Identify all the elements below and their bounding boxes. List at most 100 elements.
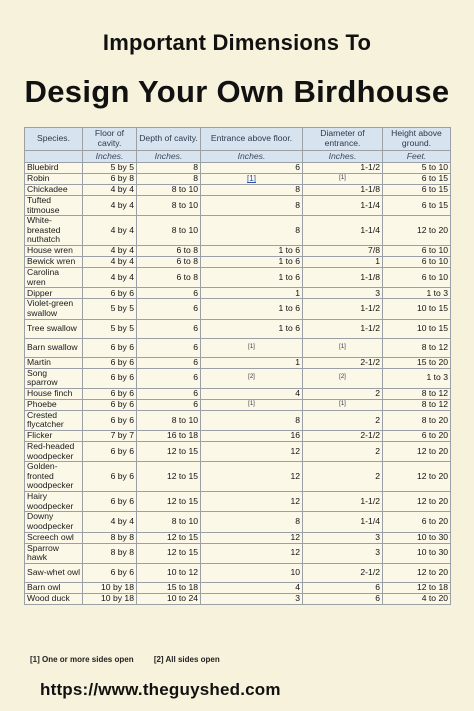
cell-depth: 8 to 10: [136, 184, 201, 196]
cell-height: 8 to 12: [382, 337, 451, 358]
cell-depth: 8 to 10: [136, 409, 201, 431]
cell-entrance: 4: [200, 387, 303, 400]
cell-entrance: [1]: [200, 173, 303, 185]
cell-floor: 10 by 18: [82, 581, 137, 594]
cell-species: Flicker: [24, 429, 83, 442]
cell-floor: 4 by 4: [82, 194, 137, 217]
cell-height: 8 to 12: [382, 387, 451, 400]
cell-floor: 8 by 8: [82, 542, 137, 564]
cell-depth: 12 to 15: [136, 461, 201, 493]
cell-depth: 6: [136, 318, 201, 339]
cell-species: Martin: [24, 356, 83, 369]
cell-diameter: 1-1/2: [302, 318, 383, 339]
cell-height: 1 to 3: [382, 367, 451, 389]
units-row: Inches. Inches. Inches. Inches. Feet.: [24, 150, 451, 163]
table-row: Barn swallow 6 by 6 6 [1] [1] 8 to 12: [24, 337, 451, 358]
cell-height: 1 to 3: [382, 287, 451, 300]
cell-entrance: 8: [200, 215, 303, 247]
cell-diameter: 1-1/2: [302, 298, 383, 320]
table-row: Robin 6 by 8 8 [1] [1] 6 to 15: [24, 173, 451, 185]
cell-height: 5 to 10: [382, 162, 451, 174]
table-row: Barn owl 10 by 18 15 to 18 4 6 12 to 18: [24, 581, 451, 594]
cell-entrance: 12: [200, 461, 303, 493]
cell-entrance: 10: [200, 562, 303, 583]
cell-diameter: 6: [302, 592, 383, 605]
table-row: Phoebe 6 by 6 6 [1] [1] 8 to 12: [24, 398, 451, 411]
cell-depth: 8 to 10: [136, 511, 201, 533]
cell-floor: 4 by 4: [82, 256, 137, 269]
cell-entrance: 1 to 6: [200, 256, 303, 269]
cell-diameter: 1-1/2: [302, 491, 383, 513]
cell-height: 12 to 18: [382, 581, 451, 594]
cell-floor: 6 by 6: [82, 562, 137, 583]
cell-species: Screech owl: [24, 531, 83, 544]
cell-entrance: 1 to 6: [200, 318, 303, 339]
cell-species: Bewick wren: [24, 256, 83, 269]
cell-floor: 4 by 4: [82, 184, 137, 196]
cell-species: Red-headed woodpecker: [24, 440, 83, 463]
cell-floor: 8 by 8: [82, 531, 137, 544]
cell-depth: 6: [136, 287, 201, 300]
cell-species: Tufted titmouse: [24, 194, 83, 217]
cell-entrance: 1: [200, 356, 303, 369]
cell-floor: 6 by 6: [82, 387, 137, 400]
unit-height: Feet.: [382, 150, 451, 163]
cell-height: 6 to 15: [382, 184, 451, 196]
cell-depth: 6 to 8: [136, 267, 201, 289]
cell-depth: 6: [136, 337, 201, 358]
header-height: Height above ground.: [382, 127, 451, 151]
cell-entrance: [2]: [200, 367, 303, 389]
cell-diameter: 3: [302, 531, 383, 544]
cell-entrance: [1]: [200, 398, 303, 411]
cell-species: Downy woodpecker: [24, 511, 83, 533]
cell-diameter: [1]: [302, 173, 383, 185]
header-row: Species. Floor of cavity. Depth of cavit…: [24, 127, 451, 151]
cell-species: Carolina wren: [24, 267, 83, 289]
cell-depth: 6: [136, 387, 201, 400]
unit-species: [24, 150, 83, 163]
cell-species: Tree swallow: [24, 318, 83, 339]
cell-depth: 6 to 8: [136, 245, 201, 258]
cell-entrance: 12: [200, 531, 303, 544]
cell-diameter: 3: [302, 542, 383, 564]
cell-floor: 5 by 5: [82, 162, 137, 174]
cell-height: 8 to 20: [382, 409, 451, 431]
table-row: Screech owl 8 by 8 12 to 15 12 3 10 to 30: [24, 531, 451, 544]
cell-height: 6 to 20: [382, 511, 451, 533]
cell-floor: 4 by 4: [82, 245, 137, 258]
cell-depth: 16 to 18: [136, 429, 201, 442]
cell-depth: 12 to 15: [136, 491, 201, 513]
cell-height: 10 to 15: [382, 298, 451, 320]
cell-species: Dipper: [24, 287, 83, 300]
cell-diameter: 1-1/2: [302, 162, 383, 174]
cell-diameter: 1-1/4: [302, 215, 383, 247]
cell-species: Robin: [24, 173, 83, 185]
cell-floor: 6 by 6: [82, 337, 137, 358]
cell-species: Phoebe: [24, 398, 83, 411]
cell-entrance: 1 to 6: [200, 298, 303, 320]
cell-depth: 8 to 10: [136, 215, 201, 247]
cell-height: 12 to 20: [382, 440, 451, 463]
cell-entrance: 12: [200, 542, 303, 564]
cell-depth: 8: [136, 173, 201, 185]
cell-diameter: [2]: [302, 367, 383, 389]
cell-entrance: 12: [200, 491, 303, 513]
cell-height: 12 to 20: [382, 562, 451, 583]
cell-depth: 6: [136, 356, 201, 369]
cell-entrance: 16: [200, 429, 303, 442]
cell-entrance: [1]: [200, 337, 303, 358]
table-row: Wood duck 10 by 18 10 to 24 3 6 4 to 20: [24, 592, 451, 605]
cell-species: Crested flycatcher: [24, 409, 83, 431]
cell-floor: 6 by 6: [82, 367, 137, 389]
cell-height: 10 to 30: [382, 542, 451, 564]
cell-diameter: [1]: [302, 337, 383, 358]
cell-diameter: 3: [302, 287, 383, 300]
footnote-1: [1] One or more sides open: [30, 655, 134, 664]
cell-depth: 8: [136, 162, 201, 174]
cell-species: Hairy woodpecker: [24, 491, 83, 513]
